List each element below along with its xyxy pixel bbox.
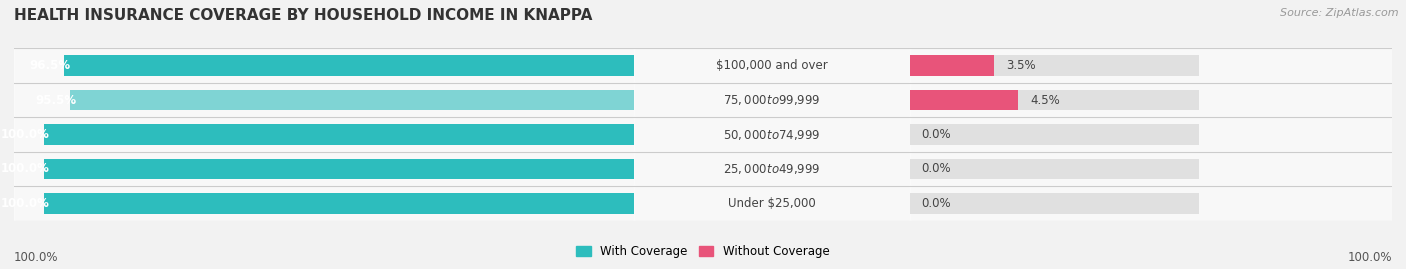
Bar	[634, 48, 910, 83]
Bar	[634, 83, 910, 117]
Bar	[910, 117, 1392, 152]
Bar	[910, 55, 1199, 76]
Bar	[14, 117, 634, 152]
Text: 3.5%: 3.5%	[1007, 59, 1036, 72]
Text: 0.0%: 0.0%	[922, 128, 952, 141]
Bar	[634, 186, 910, 221]
Text: 100.0%: 100.0%	[1347, 251, 1392, 264]
Bar	[14, 83, 634, 117]
Bar	[44, 159, 634, 179]
Bar	[44, 124, 634, 145]
Bar	[910, 193, 1199, 214]
Bar	[910, 55, 994, 76]
Legend: With Coverage, Without Coverage: With Coverage, Without Coverage	[572, 241, 834, 263]
Bar	[14, 186, 634, 221]
Text: 95.5%: 95.5%	[35, 94, 76, 107]
Text: 100.0%: 100.0%	[0, 128, 49, 141]
Bar	[910, 124, 1199, 145]
Bar	[634, 117, 910, 152]
Bar	[70, 90, 634, 110]
Text: 4.5%: 4.5%	[1031, 94, 1060, 107]
Bar	[910, 83, 1392, 117]
Text: $75,000 to $99,999: $75,000 to $99,999	[723, 93, 821, 107]
Bar	[910, 90, 1018, 110]
Text: HEALTH INSURANCE COVERAGE BY HOUSEHOLD INCOME IN KNAPPA: HEALTH INSURANCE COVERAGE BY HOUSEHOLD I…	[14, 8, 592, 23]
Bar	[634, 152, 910, 186]
Bar	[910, 186, 1392, 221]
Text: $100,000 and over: $100,000 and over	[716, 59, 828, 72]
Text: 100.0%: 100.0%	[0, 197, 49, 210]
Text: 0.0%: 0.0%	[922, 162, 952, 175]
Text: $50,000 to $74,999: $50,000 to $74,999	[723, 128, 821, 141]
Bar	[910, 48, 1392, 83]
Bar	[910, 90, 1199, 110]
Bar	[14, 152, 634, 186]
Text: 96.5%: 96.5%	[30, 59, 70, 72]
Bar	[910, 152, 1392, 186]
Text: 100.0%: 100.0%	[0, 162, 49, 175]
Text: 100.0%: 100.0%	[14, 251, 59, 264]
Text: Under $25,000: Under $25,000	[728, 197, 815, 210]
Bar	[44, 193, 634, 214]
Bar	[14, 48, 634, 83]
Bar	[65, 55, 634, 76]
Bar	[910, 159, 1199, 179]
Text: 0.0%: 0.0%	[922, 197, 952, 210]
Text: $25,000 to $49,999: $25,000 to $49,999	[723, 162, 821, 176]
Text: Source: ZipAtlas.com: Source: ZipAtlas.com	[1281, 8, 1399, 18]
